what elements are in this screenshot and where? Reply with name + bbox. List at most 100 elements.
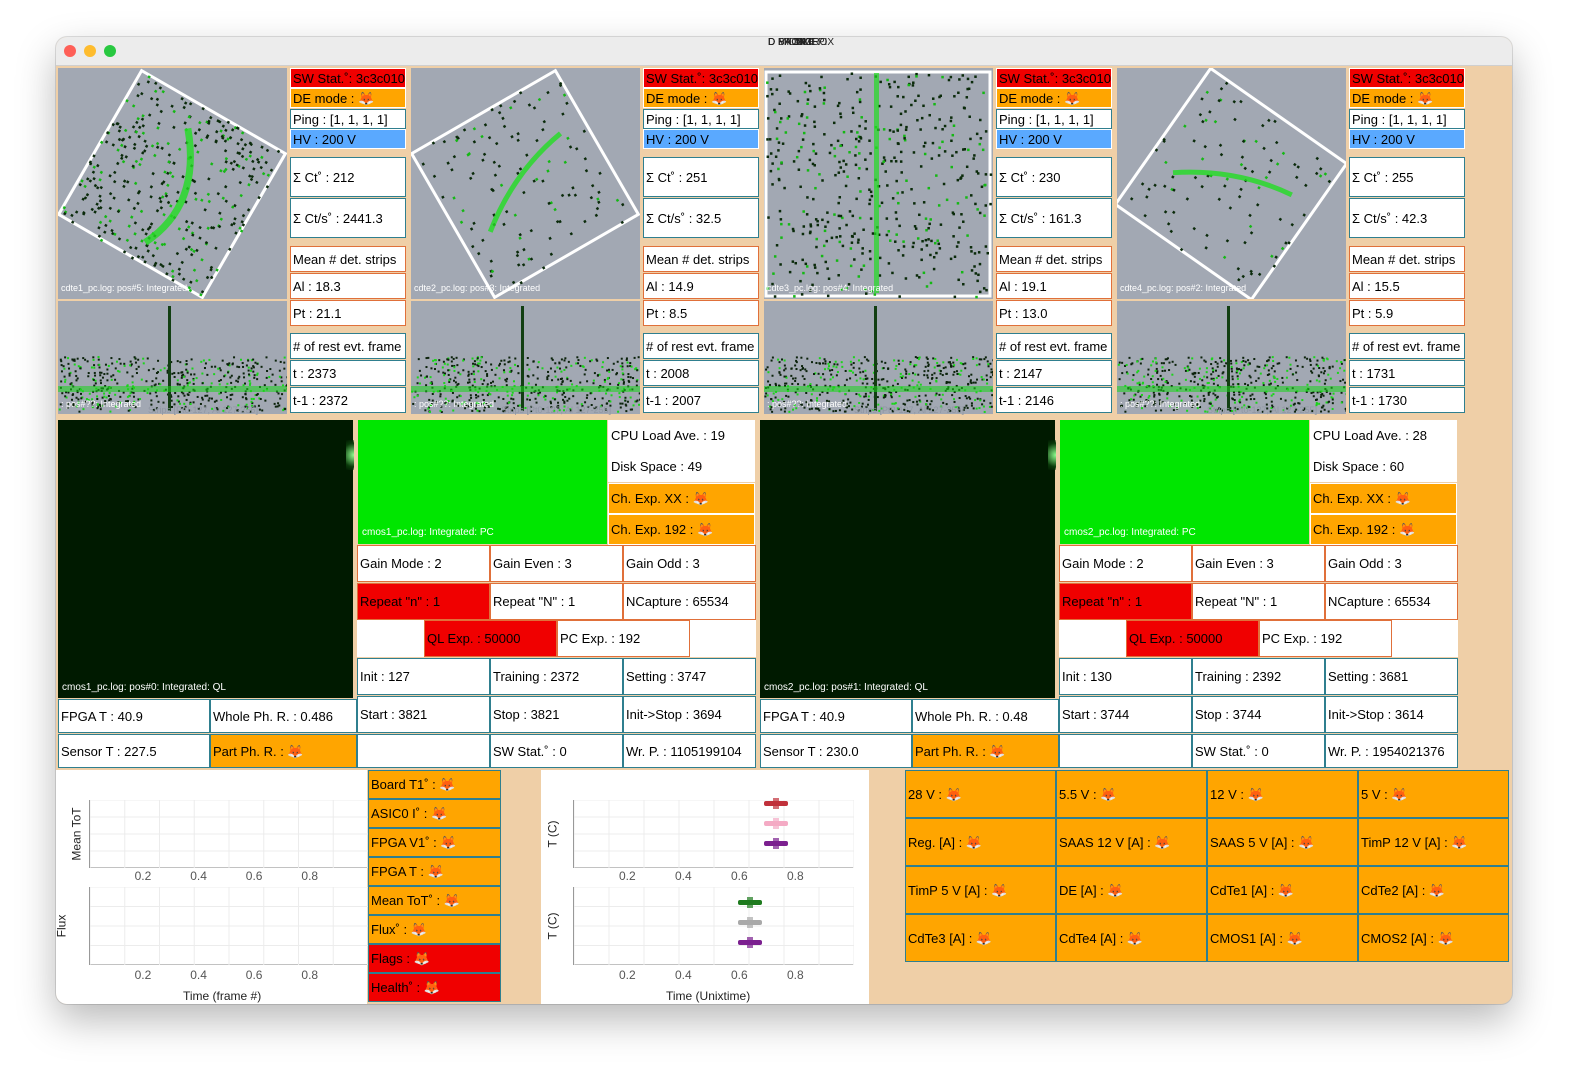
stop: Stop : 3744 (1192, 696, 1325, 733)
x-tick-label: 0.6 (245, 869, 263, 883)
rest-evt-frame: # of rest evt. frame (996, 333, 1112, 359)
power-cell: 5 V : 🦊 (1358, 770, 1509, 818)
cmos-pc-image-1 (358, 420, 607, 544)
sensor-temp: Sensor T : 230.0 (760, 734, 912, 768)
whole-ph-rate: Whole Ph. R. : 0.48 (912, 699, 1059, 733)
cdte-image-4 (1117, 68, 1346, 299)
cpu-load: CPU Load Ave. : 28 (1310, 420, 1457, 451)
pt-strips: Pt : 8.5 (643, 300, 759, 326)
legend-marker (747, 897, 753, 908)
x-tick-label: 0.4 (675, 869, 692, 883)
blank-cell (357, 734, 490, 768)
repeat-n: Repeat "n" : 1 (1059, 583, 1192, 620)
ping: Ping : [1, 1, 1, 1] (996, 109, 1112, 129)
power-cell: 28 V : 🦊 (905, 770, 1056, 818)
plot-grid (89, 886, 369, 966)
de-mode: DE mode : 🦊 (643, 88, 759, 108)
sum-count-rate: Σ Ct/s˚ : 42.3 (1349, 198, 1465, 238)
init: Init : 130 (1059, 658, 1192, 695)
zoom-button[interactable] (104, 45, 116, 57)
cdte-image-label: cdte4_pc.log: pos#2: Integrated (1120, 283, 1247, 293)
x-tick-label: 0.8 (301, 869, 319, 883)
fpga-temp: FPGA T : 40.9 (760, 699, 912, 733)
sw-status: SW Stat.˚: 3c3c010 (996, 68, 1112, 88)
cmos-ql-image-2 (760, 420, 1055, 698)
plot-grid (573, 799, 855, 869)
legend-marker (747, 917, 753, 928)
cdte-image-1 (58, 68, 287, 299)
ping: Ping : [1, 1, 1, 1] (290, 109, 406, 129)
gain-even: Gain Even : 3 (1192, 545, 1325, 582)
power-cell: CdTe3 [A] : 🦊 (905, 914, 1056, 962)
cdte-strip-plot-3 (764, 301, 993, 414)
x-tick-label: 0.8 (787, 869, 804, 883)
cdte-strip-plot-1 (58, 301, 287, 414)
t-value: t : 2147 (996, 360, 1112, 386)
al-strips: Al : 18.3 (290, 273, 406, 299)
status-board: Board T1˚ : 🦊 (368, 770, 501, 799)
temp-xlabel: Time (Unixtime) (666, 989, 751, 1003)
al-strips: Al : 19.1 (996, 273, 1112, 299)
power-cell: CdTe2 [A] : 🦊 (1358, 866, 1509, 914)
mean-det-strips: Mean # det. strips (1349, 246, 1465, 272)
cmos-pc-label: cmos2_pc.log: Integrated: PC (1064, 527, 1196, 538)
cpu-load: CPU Load Ave. : 19 (608, 420, 755, 451)
minimize-button[interactable] (84, 45, 96, 57)
sensor-temp: Sensor T : 227.5 (58, 734, 210, 768)
t-value: t : 2373 (290, 360, 406, 386)
cmos-pc-image-2 (1060, 420, 1309, 544)
power-cell: TimP 12 V [A] : 🦊 (1358, 818, 1509, 866)
cdte-strip-plot-4 (1117, 301, 1346, 414)
t-minus-1: t-1 : 2372 (290, 387, 406, 413)
timing-xlabel: Time (frame #) (183, 989, 262, 1003)
write-pointer: Wr. P. : 1105199104 (623, 734, 756, 768)
status-flux: Flux˚ : 🦊 (368, 915, 501, 944)
cdte-hitmap-3 (764, 70, 993, 299)
mean-det-strips: Mean # det. strips (643, 246, 759, 272)
sum-counts: Σ Ct˚ : 230 (996, 157, 1112, 197)
detector-frame (764, 70, 992, 298)
gain-mode: Gain Mode : 2 (357, 545, 490, 582)
gain-odd: Gain Odd : 3 (1325, 545, 1458, 582)
status-fpga: FPGA V1˚ : 🦊 (368, 828, 501, 857)
cdte-hitmap-1 (58, 68, 287, 299)
repeat-N: Repeat "N" : 1 (490, 583, 623, 620)
cdte-image-label: cdte1_pc.log: pos#5: Integrated (61, 283, 188, 293)
legend-label: MICRO (794, 37, 828, 48)
mean-tot-ylabel: Mean ToT (69, 807, 84, 861)
de-mode: DE mode : 🦊 (996, 88, 1112, 108)
title-bar (56, 37, 1512, 66)
part-ph-rate: Part Ph. R. : 🦊 (210, 734, 357, 768)
sum-count-rate: Σ Ct/s˚ : 161.3 (996, 198, 1112, 238)
blank-cell (1392, 620, 1458, 657)
detector-frame (58, 68, 287, 299)
ql-bright-spot (346, 440, 354, 470)
t-value: t : 1731 (1349, 360, 1465, 386)
detector-frame (411, 68, 640, 299)
power-cell: CMOS1 [A] : 🦊 (1207, 914, 1358, 962)
cmos-ql-label: cmos2_pc.log: pos#1: Integrated: QL (764, 682, 928, 693)
temp-top-ylabel: T (C) (545, 820, 560, 848)
repeat-n: Repeat "n" : 1 (357, 583, 490, 620)
sw-status: SW Stat.˚: 3c3c010 (643, 68, 759, 88)
fpga-temp: FPGA T : 40.9 (58, 699, 210, 733)
strip-plot-label: : pos#??: Integrated (767, 399, 848, 409)
strip-spectrum (411, 306, 640, 413)
strip-axis-label: Strips [Pt0-127, Al 127-255] (501, 405, 612, 415)
rest-evt-frame: # of rest evt. frame (643, 333, 759, 359)
setting: Setting : 3681 (1325, 658, 1458, 695)
power-cell: CdTe4 [A] : 🦊 (1056, 914, 1207, 962)
pt-strips: Pt : 13.0 (996, 300, 1112, 326)
x-tick-label: 0.8 (787, 968, 804, 982)
gain-even: Gain Even : 3 (490, 545, 623, 582)
app-window: cdte1_pc.log: pos#5: Integrated : pos#??:… (56, 37, 1512, 1004)
power-cell: TimP 5 V [A] : 🦊 (905, 866, 1056, 914)
power-cell: SAAS 12 V [A] : 🦊 (1056, 818, 1207, 866)
blank-cell (1059, 620, 1126, 657)
sum-counts: Σ Ct˚ : 212 (290, 157, 406, 197)
close-button[interactable] (64, 45, 76, 57)
x-tick-label: 0.2 (619, 869, 636, 883)
cdte-image-label: cdte2_pc.log: pos#3: Integrated (414, 283, 541, 293)
temp-plot-bottom (573, 886, 855, 966)
strip-spectrum (764, 306, 993, 413)
